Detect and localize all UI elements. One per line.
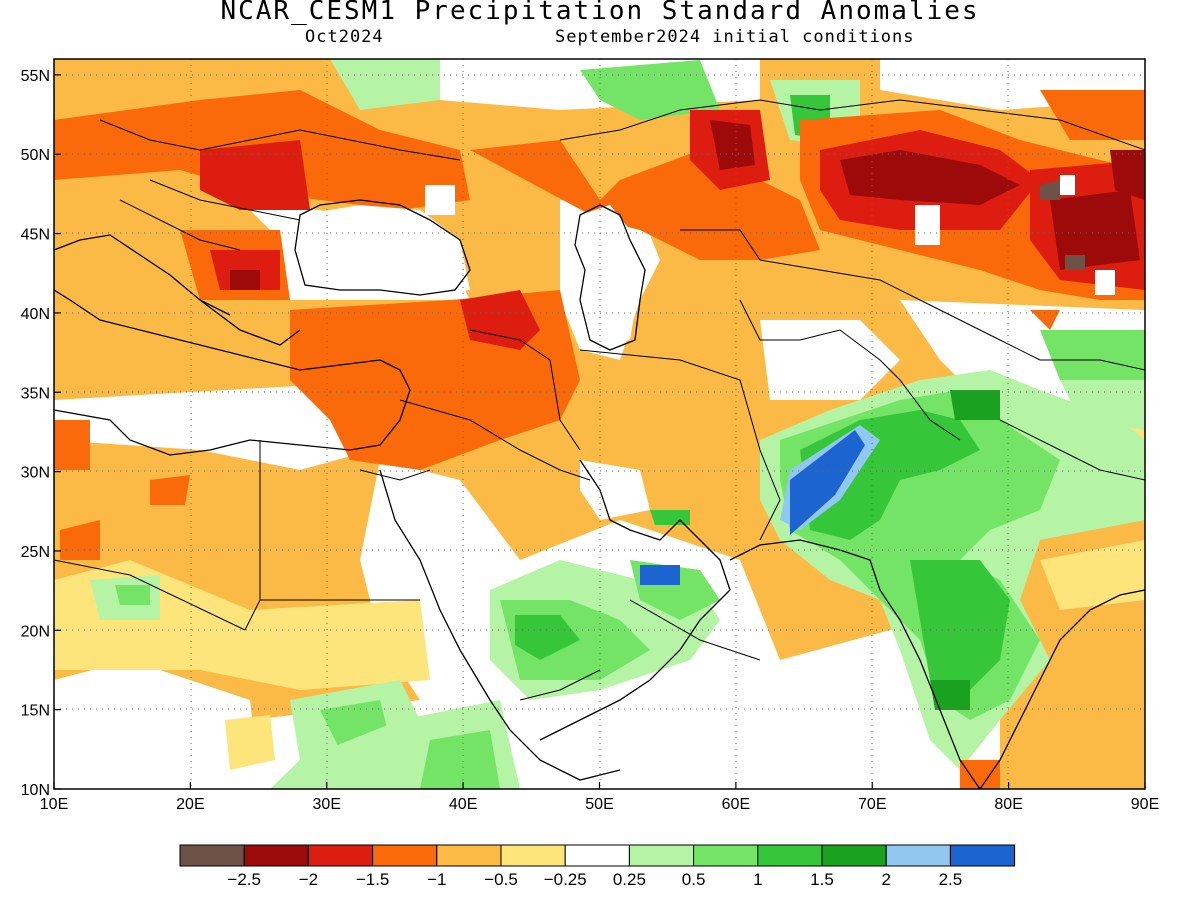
colorbar-swatch (693, 844, 759, 867)
colorbar-label: 1 (753, 870, 762, 889)
valid-month: Oct2024 (305, 27, 384, 47)
borders (54, 99, 1145, 701)
colorbar-swatch (500, 844, 566, 867)
y-tick-label: 50N (21, 147, 50, 164)
y-tick-label: 55N (21, 68, 50, 85)
colorbar-swatch (372, 844, 438, 867)
colorbar-swatch (757, 844, 823, 867)
colorbar-swatch (179, 844, 245, 867)
colorbar: −2.5 −2 −1.5 −1 −0.5 −0.25 0.25 0.5 1 1.5 2 2.5 (179, 844, 1016, 889)
y-tick-label: 35N (21, 385, 50, 402)
colorbar-label: 0.25 (613, 870, 646, 889)
colorbar-swatch (821, 844, 887, 867)
x-tick-label: 60E (722, 796, 750, 813)
x-tick-label: 50E (585, 796, 613, 813)
y-axis-labels: 10N 15N 20N 25N 30N 35N 40N 45N 50N 55N (21, 68, 50, 799)
colorbar-label: −2.5 (227, 870, 261, 889)
colorbar-swatch (243, 844, 309, 867)
colorbar-swatch (307, 844, 374, 867)
anomaly-field (54, 59, 1145, 789)
colorbar-label: −1.5 (356, 870, 390, 889)
colorbar-label: 2.5 (939, 870, 963, 889)
x-tick-label: 10E (40, 796, 68, 813)
x-tick-label: 80E (994, 796, 1022, 813)
x-tick-label: 30E (313, 796, 341, 813)
x-axis-labels: 10E 20E 30E 40E 50E 60E 70E 80E 90E (40, 796, 1159, 813)
x-tick-label: 40E (449, 796, 477, 813)
colorbar-label: −1 (427, 870, 446, 889)
colorbar-swatch (436, 844, 502, 867)
x-tick-label: 20E (176, 796, 204, 813)
colorbar-swatch (564, 844, 630, 867)
colorbar-label: 1.5 (810, 870, 834, 889)
colorbar-swatch (949, 844, 1016, 867)
y-tick-label: 15N (21, 703, 50, 720)
coastlines (54, 199, 1145, 789)
map-title: NCAR_CESM1 Precipitation Standard Anomal… (220, 0, 980, 26)
colorbar-swatch (628, 844, 695, 867)
x-tick-label: 70E (858, 796, 886, 813)
y-tick-label: 45N (21, 227, 50, 244)
y-tick-label: 30N (21, 465, 50, 482)
x-tick-label: 90E (1131, 796, 1159, 813)
colorbar-label: −2 (299, 870, 318, 889)
tick-marks (53, 74, 1146, 790)
colorbar-label: 0.5 (682, 870, 706, 889)
colorbar-label: 2 (881, 870, 890, 889)
y-tick-label: 10N (21, 782, 50, 799)
y-tick-label: 25N (21, 544, 50, 561)
y-tick-label: 40N (21, 306, 50, 323)
colorbar-label: −0.5 (484, 870, 518, 889)
init-conditions: September2024 initial conditions (555, 27, 915, 47)
colorbar-swatch (885, 844, 951, 867)
y-tick-label: 20N (21, 623, 50, 640)
colorbar-label: −0.25 (544, 870, 587, 889)
